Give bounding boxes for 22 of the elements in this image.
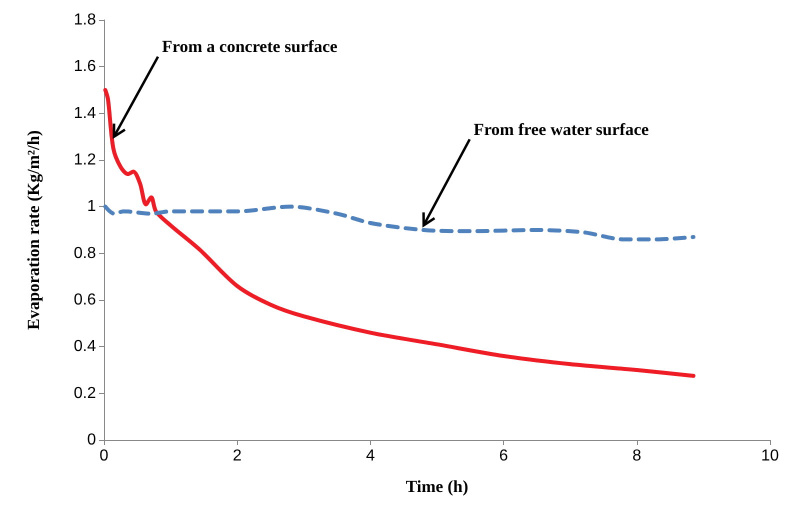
- y-tick-label: 0.2: [74, 384, 96, 402]
- line-series: [103, 88, 696, 378]
- y-tick-label: 0.8: [74, 244, 96, 262]
- line-series: [103, 204, 696, 242]
- y-axis-title: Evaporation rate (Kg/m²/h): [24, 130, 43, 330]
- x-axis-title: Time (h): [406, 477, 468, 496]
- x-tick-label: 10: [761, 448, 779, 464]
- y-tick-label: 1.8: [74, 12, 96, 28]
- annotation: From a concrete surface: [162, 37, 338, 56]
- x-tick-label: 0: [100, 448, 109, 464]
- annotation: From free water surface: [474, 120, 650, 139]
- y-tick-label: 0.4: [74, 338, 96, 356]
- y-tick-label: 1: [87, 198, 96, 216]
- y-tick-label: 1.4: [74, 104, 96, 122]
- x-tick-label: 4: [366, 448, 375, 464]
- x-tick-label: 8: [632, 448, 642, 464]
- x-tick-label: 2: [232, 448, 242, 464]
- y-tick-label: 0.6: [74, 292, 96, 308]
- y-tick-label: 0: [87, 432, 96, 448]
- y-tick-label: 1.6: [74, 58, 96, 76]
- y-tick-label: 1.2: [74, 152, 96, 168]
- x-tick-label: 6: [499, 448, 508, 464]
